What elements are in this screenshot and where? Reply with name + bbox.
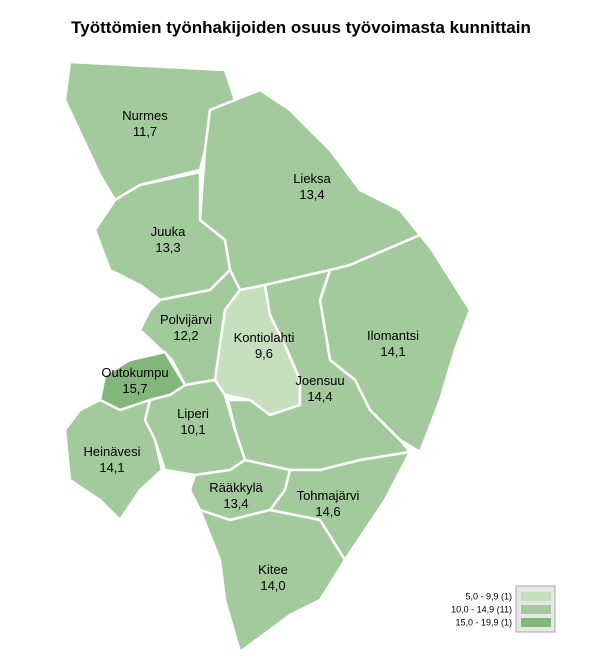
region-name: Nurmes bbox=[122, 108, 168, 123]
region-name: Tohmajärvi bbox=[297, 488, 360, 503]
region-value: 12,2 bbox=[173, 328, 198, 343]
region bbox=[198, 508, 347, 654]
legend-swatch bbox=[521, 618, 551, 627]
legend-label: 15,0 - 19,9 (1) bbox=[455, 617, 512, 627]
region-value: 14,6 bbox=[315, 504, 340, 519]
region-value: 14,0 bbox=[260, 578, 285, 593]
region-value: 10,1 bbox=[180, 422, 205, 437]
region-value: 13,4 bbox=[223, 496, 248, 511]
region-name: Joensuu bbox=[295, 373, 344, 388]
region-value: 14,4 bbox=[307, 389, 332, 404]
region-name: Heinävesi bbox=[83, 444, 140, 459]
region-value: 13,3 bbox=[155, 240, 180, 255]
region-name: Ilomantsi bbox=[367, 328, 419, 343]
region-name: Kontiolahti bbox=[234, 330, 295, 345]
region-name: Polvijärvi bbox=[160, 312, 212, 327]
region-name: Juuka bbox=[151, 224, 186, 239]
region-name: Lieksa bbox=[293, 171, 331, 186]
regions bbox=[63, 60, 472, 654]
legend: 5,0 - 9,9 (1) 10,0 - 14,9 (11) 15,0 - 19,9… bbox=[451, 591, 551, 627]
region-name: Rääkkylä bbox=[209, 480, 263, 495]
region-name: Kitee bbox=[258, 562, 288, 577]
region bbox=[63, 398, 164, 522]
region-name: Outokumpu bbox=[101, 365, 168, 380]
region-value: 14,1 bbox=[380, 344, 405, 359]
legend-swatch bbox=[521, 605, 551, 614]
map-title: Työttömien työnhakijoiden osuus työvoima… bbox=[71, 18, 531, 37]
region-value: 14,1 bbox=[99, 460, 124, 475]
region-value: 13,4 bbox=[299, 187, 324, 202]
legend-label: 5,0 - 9,9 (1) bbox=[465, 591, 512, 601]
region bbox=[63, 60, 237, 202]
region-labels: Nurmes11,7Lieksa13,4Juuka13,3Ilomantsi14… bbox=[83, 108, 419, 593]
legend-label: 10,0 - 14,9 (11) bbox=[451, 604, 512, 614]
region-name: Liperi bbox=[177, 406, 209, 421]
legend-swatch bbox=[521, 592, 551, 601]
region bbox=[268, 450, 412, 562]
region-value: 11,7 bbox=[133, 124, 157, 139]
region-value: 9,6 bbox=[255, 346, 273, 361]
region-value: 15,7 bbox=[122, 381, 147, 396]
